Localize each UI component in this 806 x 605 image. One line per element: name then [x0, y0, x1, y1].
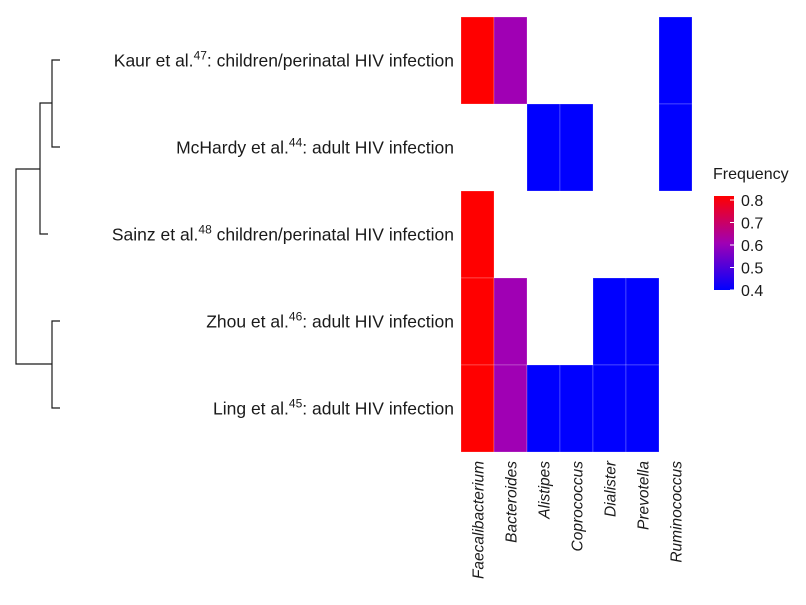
- legend-tick-label: 0.6: [741, 238, 763, 255]
- column-label: Coprococcus: [570, 461, 587, 552]
- heatmap-cell: [493, 16, 528, 105]
- row-labels: Kaur et al.47: children/perinatal HIV in…: [112, 49, 454, 419]
- row-label-reference: 47: [194, 49, 208, 63]
- row-label-author: Ling et al.: [213, 399, 289, 419]
- row-label: Zhou et al.46: adult HIV infection: [206, 310, 454, 332]
- row-label-description: : adult HIV infection: [302, 138, 454, 158]
- legend-tick-label: 0.4: [741, 283, 763, 300]
- row-label: Sainz et al.48 children/perinatal HIV in…: [112, 223, 454, 245]
- legend-tick-label: 0.5: [741, 261, 763, 278]
- row-label-author: Zhou et al.: [206, 312, 289, 332]
- row-label-reference: 44: [289, 136, 303, 150]
- dendro-root: [15, 168, 52, 365]
- heatmap-cell: [658, 103, 693, 192]
- row-label-description: : adult HIV infection: [302, 312, 454, 332]
- heatmap-cell: [592, 364, 627, 453]
- legend-tick-label: 0.8: [741, 193, 763, 210]
- heatmap-cell: [559, 103, 594, 192]
- heatmap-cell: [460, 277, 495, 366]
- heatmap-cell: [460, 190, 495, 279]
- column-label: Alistipes: [537, 461, 554, 520]
- column-label: Bacteroides: [504, 461, 521, 543]
- row-label-author: Sainz et al.: [112, 225, 199, 245]
- legend-tick-label: 0.7: [741, 216, 763, 233]
- row-label-reference: 48: [198, 223, 212, 237]
- heatmap-cell: [493, 277, 528, 366]
- row-dendrogram: [15, 59, 60, 409]
- heatmap-cell: [526, 364, 561, 453]
- legend-title: Frequency: [713, 166, 789, 183]
- row-label-author: McHardy et al.: [176, 138, 289, 158]
- row-label-reference: 46: [289, 310, 303, 324]
- heatmap-cell: [625, 277, 660, 366]
- row-label-description: children/perinatal HIV infection: [212, 225, 454, 245]
- heatmap-cell: [493, 364, 528, 453]
- row-label-reference: 45: [289, 397, 303, 411]
- heatmap-cell: [526, 103, 561, 192]
- heatmap-cell: [592, 277, 627, 366]
- column-label: Dialister: [603, 460, 620, 517]
- dendro-branch-kaur-mchardy: [51, 59, 60, 148]
- column-labels: Faecalibacterium Bacteroides Alistipes Copr…: [471, 460, 686, 579]
- row-label: Ling et al.45: adult HIV infection: [213, 397, 454, 419]
- row-label-author: Kaur et al.: [114, 51, 194, 71]
- legend-ticks: 0.8 0.7 0.6 0.5 0.4: [730, 193, 763, 300]
- heatmap-cell: [460, 16, 495, 105]
- color-legend: Frequency 0.8 0.7 0.6 0.5 0.4: [713, 166, 789, 300]
- heatmap-cell: [658, 16, 693, 105]
- row-label: Kaur et al.47: children/perinatal HIV in…: [114, 49, 454, 71]
- legend-colorbar: [714, 196, 734, 290]
- column-label: Ruminococcus: [669, 461, 686, 563]
- dendro-branch-kaur-mchardy-sainz: [39, 102, 52, 235]
- row-label-description: : children/perinatal HIV infection: [207, 51, 454, 71]
- heatmap-cell: [460, 364, 495, 453]
- heatmap-cell: [625, 364, 660, 453]
- heatmap-cell: [559, 364, 594, 453]
- column-label: Faecalibacterium: [471, 461, 488, 579]
- heatmap-cells: [460, 16, 693, 453]
- row-label: McHardy et al.44: adult HIV infection: [176, 136, 454, 158]
- row-label-description: : adult HIV infection: [302, 399, 454, 419]
- column-label: Prevotella: [636, 461, 653, 530]
- dendro-branch-zhou-ling: [51, 320, 60, 409]
